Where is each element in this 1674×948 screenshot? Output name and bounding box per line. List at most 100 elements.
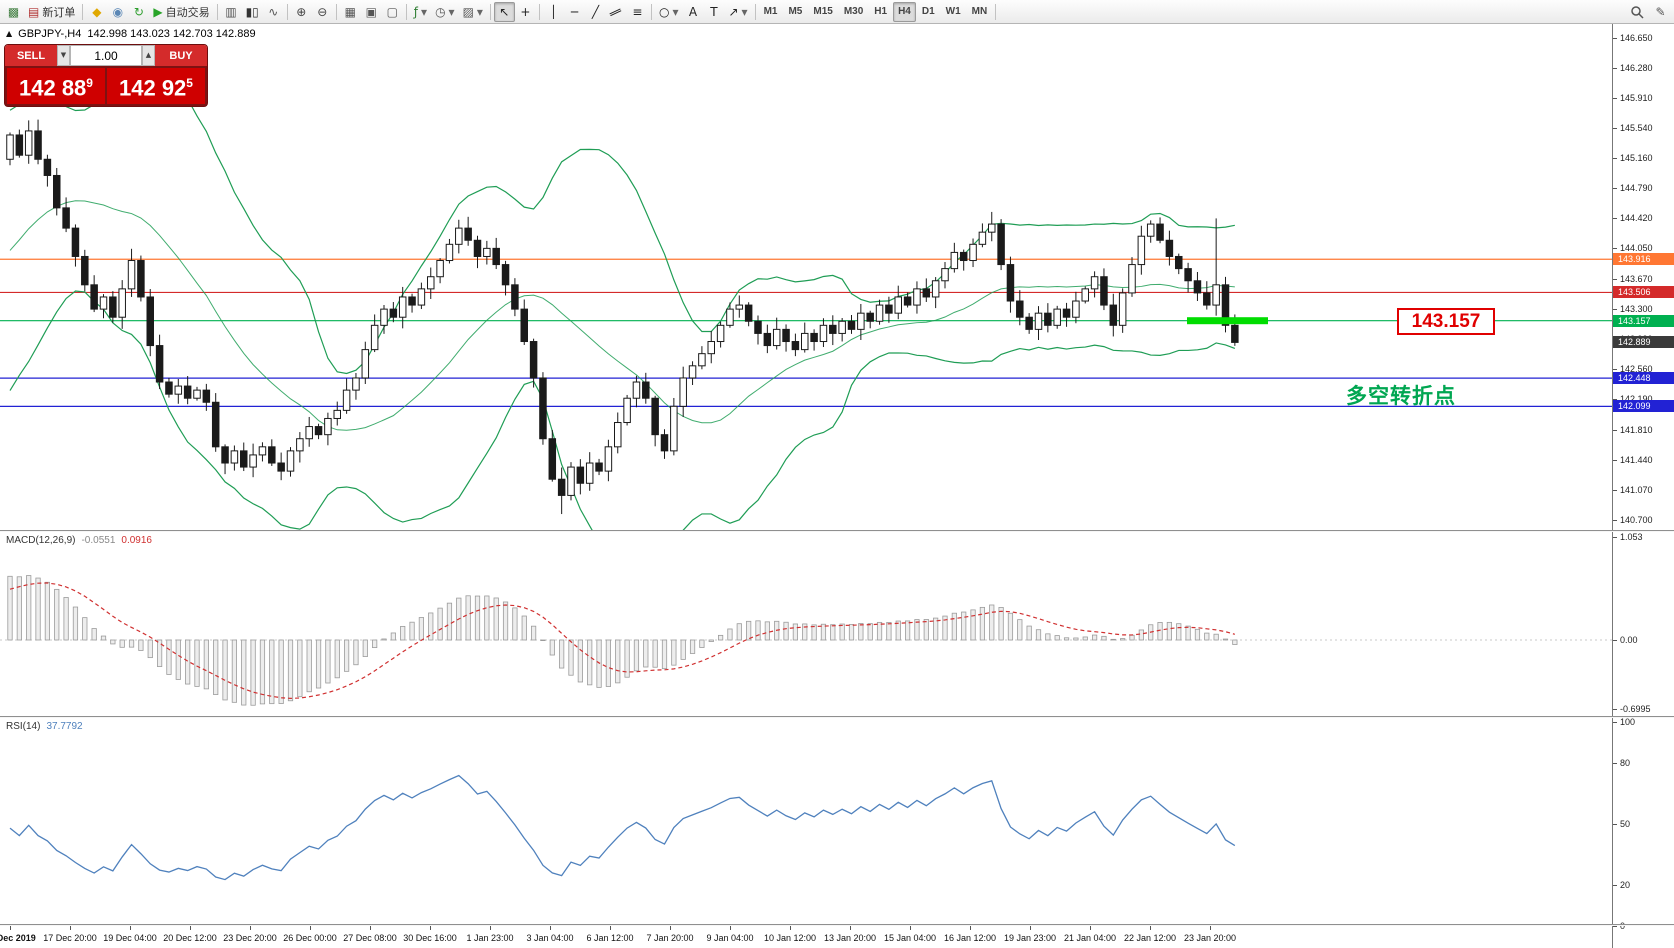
buy-button[interactable]: BUY — [155, 45, 207, 66]
time-tick — [130, 926, 131, 930]
zoom-in-icon: ⊕ — [296, 4, 307, 19]
timeframe-m15[interactable]: M15 — [813, 6, 833, 17]
indicators-button[interactable]: ƒ ▾ — [410, 2, 431, 22]
label-tool-button[interactable]: T — [703, 2, 724, 22]
panel-separator[interactable] — [0, 716, 1674, 718]
app-menu-button[interactable]: ▩ — [3, 2, 24, 22]
time-label: 20 Dec 12:00 — [163, 933, 217, 943]
price-scale[interactable]: 146.650 146.280 145.910 145.540 145.160 144.7… — [1612, 24, 1674, 948]
toolbar-separator — [216, 3, 218, 20]
toolbar-separator — [489, 3, 491, 20]
templates-button[interactable]: ▨ ▾ — [459, 2, 487, 22]
trendline-tool-button[interactable]: ╱ — [585, 2, 606, 22]
chart-bars-button[interactable]: ▥ — [221, 2, 242, 22]
volume-input[interactable] — [70, 45, 142, 66]
time-label: 23 Dec 20:00 — [223, 933, 277, 943]
main-chart-can­vas[interactable] — [0, 24, 1612, 530]
time-tick — [550, 926, 551, 930]
chevron-down-icon: ▾ — [741, 4, 748, 19]
time-label: 13 Jan 20:00 — [823, 933, 877, 943]
time-label: 21 Jan 04:00 — [1063, 933, 1117, 943]
timeframe-h1[interactable]: H1 — [874, 6, 888, 17]
zoom-out-button[interactable]: ⊖ — [312, 2, 333, 22]
volume-increase-button[interactable]: ▲ — [142, 45, 155, 66]
volume-decrease-button[interactable]: ▼ — [57, 45, 70, 66]
shapes-tool-button[interactable]: ○ ▾ — [655, 2, 683, 22]
time-label: 30 Dec 16:00 — [403, 933, 457, 943]
mql-editor-icon: ◆ — [92, 4, 102, 19]
panel-separator[interactable] — [0, 530, 1674, 532]
autotrade-label: 自动交易 — [165, 6, 210, 19]
one-click-trading-panel: SELL ▼ ▲ BUY 142 889 142 925 — [4, 44, 208, 108]
arrows-tool-button[interactable]: ↗ ▾ — [724, 2, 751, 22]
zoom-in-button[interactable]: ⊕ — [291, 2, 312, 22]
zoom-out-icon: ⊖ — [317, 4, 328, 19]
macd-panel-canvas[interactable] — [0, 532, 1612, 716]
toolbar-separator — [286, 3, 288, 20]
timeframe-m1[interactable]: M1 — [763, 6, 778, 17]
refresh-button[interactable]: ↻ — [128, 2, 149, 22]
search-button[interactable] — [1626, 2, 1648, 22]
line-chart-icon: ∿ — [268, 4, 279, 19]
price-alert-box[interactable]: 143.157 — [1397, 308, 1495, 335]
time-label: 19 Jan 23:00 — [1003, 933, 1057, 943]
tile-windows-button[interactable]: ▦ — [340, 2, 361, 22]
timeframe-mn[interactable]: MN — [971, 6, 988, 17]
fibonacci-tool-button[interactable]: ≡ — [627, 2, 648, 22]
macd-signal-value: 0.0916 — [121, 535, 152, 546]
sell-button[interactable]: SELL — [5, 45, 57, 66]
search-icon — [1631, 5, 1644, 19]
timeframe-m5[interactable]: M5 — [788, 6, 803, 17]
profile-button[interactable]: ◉ — [107, 2, 128, 22]
panel-separator[interactable] — [0, 924, 1674, 926]
cascade-windows-button[interactable]: ▣ — [361, 2, 382, 22]
time-label: 23 Jan 20:00 — [1183, 933, 1237, 943]
timeframe-m30[interactable]: M30 — [843, 6, 864, 17]
chart-candles-button[interactable]: ▮▯ — [242, 2, 263, 22]
price-tick: 141.440 — [1613, 454, 1653, 465]
autotrade-button[interactable]: ▶ 自动交易 — [149, 2, 213, 22]
mql-editor-button[interactable]: ◆ — [86, 2, 107, 22]
time-tick — [1030, 926, 1031, 930]
buy-price-button[interactable]: 142 925 — [107, 68, 205, 105]
price-tick: 142.190 — [1613, 394, 1653, 405]
timeframe-h4[interactable]: H4 — [893, 1, 916, 22]
timeframe-d1[interactable]: D1 — [921, 6, 935, 17]
channel-tool-button[interactable]: ∥ — [606, 2, 627, 22]
time-tick — [310, 926, 311, 930]
time-tick — [490, 926, 491, 930]
cursor-tool-button[interactable]: ↖ — [493, 1, 515, 22]
arrange-windows-button[interactable]: ▢ — [382, 2, 403, 22]
price-tick: 144.420 — [1613, 213, 1653, 224]
vertical-line-tool-button[interactable]: │ — [543, 2, 564, 22]
expand-marker-icon: ▲ — [6, 29, 13, 38]
tile-windows-icon: ▦ — [344, 4, 356, 19]
fibonacci-icon: ≡ — [632, 4, 643, 19]
chevron-down-icon: ▾ — [448, 4, 455, 19]
buy-price-main: 142 92 — [119, 75, 187, 101]
macd-name: MACD(12,26,9) — [6, 535, 76, 546]
sell-price-button[interactable]: 142 889 — [7, 68, 105, 105]
rsi-panel-canvas[interactable] — [0, 718, 1612, 926]
arrange-icon: ▢ — [386, 4, 398, 19]
price-tick: 143.300 — [1613, 304, 1653, 315]
time-axis[interactable]: 16 Dec 2019 17 Dec 20:00 19 Dec 04:00 20 De… — [0, 926, 1612, 948]
feedback-button[interactable]: ✎ — [1650, 2, 1671, 22]
new-order-button[interactable]: ▤ 新订单 — [24, 2, 79, 22]
timeframe-w1[interactable]: W1 — [945, 6, 961, 17]
text-tool-button[interactable]: A — [682, 2, 703, 22]
rsi-name: RSI(14) — [6, 721, 41, 732]
horizontal-line-tool-button[interactable]: ─ — [564, 2, 585, 22]
chart-line-button[interactable]: ∿ — [263, 2, 284, 22]
app-icon: ▩ — [7, 4, 20, 19]
periods-button[interactable]: ◷ ▾ — [431, 2, 459, 22]
new-order-label: 新订单 — [42, 6, 76, 19]
macd-main-value: -0.0551 — [81, 535, 116, 546]
chevron-down-icon: ▾ — [672, 4, 679, 19]
rsi-value: 37.7792 — [46, 721, 83, 732]
refresh-icon: ↻ — [133, 4, 144, 19]
crosshair-tool-button[interactable]: + — [515, 2, 536, 22]
time-tick — [370, 926, 371, 930]
text-icon: A — [688, 4, 698, 19]
spin-up-icon: ▲ — [145, 51, 152, 59]
